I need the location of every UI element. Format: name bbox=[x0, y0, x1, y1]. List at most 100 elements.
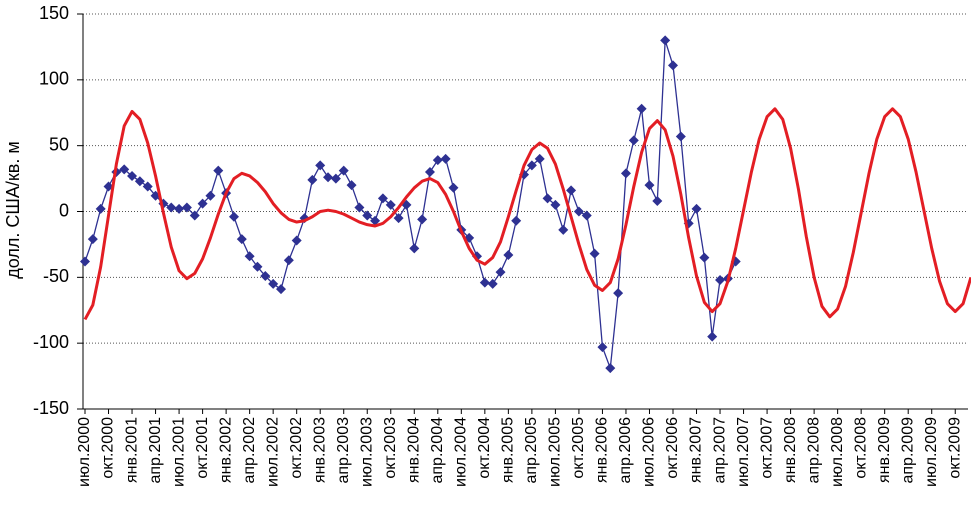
marker bbox=[385, 199, 396, 210]
marker bbox=[244, 251, 255, 262]
marker bbox=[542, 193, 553, 204]
marker bbox=[715, 274, 726, 285]
marker bbox=[393, 213, 404, 224]
marker bbox=[699, 252, 710, 263]
series-line bbox=[83, 107, 971, 321]
x-tick-label: янв.2003 bbox=[311, 417, 328, 483]
x-tick-label: янв.2004 bbox=[405, 417, 422, 483]
marker bbox=[354, 202, 365, 213]
marker bbox=[197, 198, 208, 209]
x-tick-label: июл.2001 bbox=[170, 417, 187, 487]
marker bbox=[581, 210, 592, 221]
marker bbox=[495, 267, 506, 278]
x-tick-label: июл.2009 bbox=[923, 417, 940, 487]
marker bbox=[526, 160, 537, 171]
marker bbox=[432, 155, 443, 166]
marker bbox=[417, 214, 428, 225]
x-tick-label: янв.2005 bbox=[500, 417, 517, 483]
x-tick-label: апр.2004 bbox=[429, 417, 446, 484]
x-tick-label: окт.2003 bbox=[382, 417, 399, 479]
marker bbox=[613, 288, 624, 299]
marker bbox=[573, 206, 584, 217]
x-tick-label: апр.2006 bbox=[617, 417, 634, 484]
marker bbox=[566, 185, 577, 196]
x-tick-label: окт.2009 bbox=[946, 417, 963, 479]
marker bbox=[550, 199, 561, 210]
marker bbox=[362, 210, 373, 221]
marker bbox=[95, 203, 106, 214]
x-tick-label: окт.2008 bbox=[852, 417, 869, 479]
x-tick-label: июл.2008 bbox=[829, 417, 846, 487]
y-tick-label: 150 bbox=[39, 3, 69, 23]
marker bbox=[448, 182, 459, 193]
marker bbox=[589, 248, 600, 259]
marker bbox=[534, 153, 545, 164]
x-tick-label: окт.2000 bbox=[100, 417, 117, 479]
x-tick-label: июл.2003 bbox=[358, 417, 375, 487]
marker bbox=[675, 131, 686, 142]
x-tick-label: окт.2006 bbox=[664, 417, 681, 479]
x-tick-label: янв.2006 bbox=[594, 417, 611, 483]
marker bbox=[252, 261, 263, 272]
x-tick-label: июл.2006 bbox=[641, 417, 658, 487]
x-tick-label: апр.2001 bbox=[147, 417, 164, 484]
marker bbox=[228, 211, 239, 222]
marker bbox=[707, 331, 718, 342]
y-tick-label: -50 bbox=[43, 266, 69, 286]
marker bbox=[377, 193, 388, 204]
y-tick-label: -150 bbox=[33, 398, 69, 418]
marker bbox=[660, 35, 671, 46]
x-tick-label: апр.2002 bbox=[241, 417, 258, 484]
marker bbox=[236, 234, 247, 245]
marker bbox=[181, 202, 192, 213]
y-tick-label: 0 bbox=[59, 200, 69, 220]
marker bbox=[370, 215, 381, 226]
marker bbox=[346, 180, 357, 191]
marker bbox=[103, 181, 114, 192]
marker bbox=[323, 172, 334, 183]
marker bbox=[668, 60, 678, 71]
marker bbox=[409, 243, 420, 254]
x-tick-label: июл.2004 bbox=[453, 417, 470, 487]
marker bbox=[511, 215, 522, 226]
marker bbox=[330, 173, 341, 184]
marker bbox=[291, 235, 302, 246]
x-tick-label: июл.2002 bbox=[264, 417, 281, 487]
marker bbox=[503, 249, 514, 260]
marker bbox=[134, 176, 145, 187]
marker bbox=[268, 278, 279, 289]
x-tick-label: окт.2002 bbox=[288, 417, 305, 479]
marker bbox=[628, 135, 639, 146]
x-tick-label: апр.2003 bbox=[335, 417, 352, 484]
x-tick-label: апр.2005 bbox=[523, 417, 540, 484]
marker bbox=[189, 210, 200, 221]
y-tick-label: 100 bbox=[39, 69, 69, 89]
x-tick-label: апр.2007 bbox=[711, 417, 728, 484]
marker bbox=[283, 255, 294, 266]
marker bbox=[213, 165, 224, 176]
x-tick-label: янв.2001 bbox=[123, 417, 140, 483]
marker bbox=[440, 153, 451, 164]
y-tick-label: 50 bbox=[49, 134, 69, 154]
y-tick-label: -100 bbox=[33, 332, 69, 352]
x-tick-label: янв.2008 bbox=[782, 417, 799, 483]
x-tick-label: июл.2007 bbox=[735, 417, 752, 487]
marker bbox=[597, 342, 608, 353]
x-tick-label: окт.2007 bbox=[758, 417, 775, 479]
x-tick-label: окт.2004 bbox=[476, 417, 493, 479]
marker bbox=[652, 195, 663, 206]
marker bbox=[338, 165, 349, 176]
x-tick-label: янв.2009 bbox=[876, 417, 893, 483]
marker bbox=[558, 224, 569, 235]
y-axis-label: долл. США/кв. м bbox=[3, 141, 23, 278]
marker bbox=[80, 256, 90, 267]
marker bbox=[142, 181, 153, 192]
marker bbox=[127, 170, 138, 181]
marker bbox=[205, 190, 216, 201]
x-tick-label: янв.2007 bbox=[688, 417, 705, 483]
marker bbox=[260, 271, 271, 282]
marker bbox=[620, 168, 631, 179]
marker bbox=[644, 180, 655, 191]
marker bbox=[307, 174, 318, 185]
